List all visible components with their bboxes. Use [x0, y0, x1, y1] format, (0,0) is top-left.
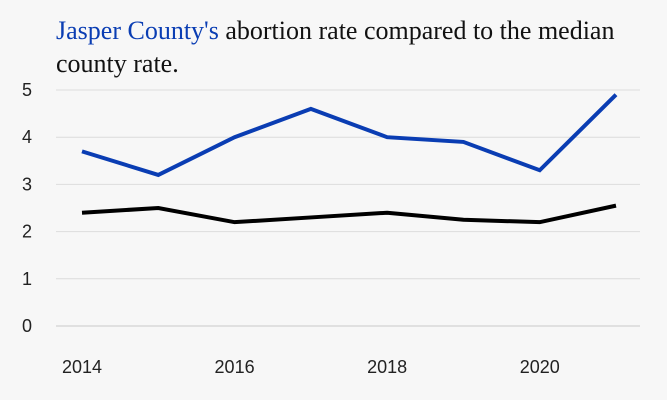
x-tick-label: 2014 [62, 357, 102, 377]
x-tick-label: 2018 [367, 357, 407, 377]
title-text: abortion rate compared to the median cou… [56, 16, 615, 78]
y-tick-label: 5 [22, 80, 32, 100]
y-tick-label: 0 [22, 316, 32, 336]
x-tick-label: 2020 [520, 357, 560, 377]
y-tick-label: 4 [22, 127, 32, 147]
series-line-2 [81, 203, 617, 225]
gridlines [56, 89, 640, 327]
y-axis-ticks: 0 1 2 3 4 5 [22, 80, 32, 336]
title-county-name: Jasper County's [56, 16, 219, 45]
x-tick-label: 2016 [215, 357, 255, 377]
series-line-1 [81, 93, 618, 178]
series-lines [81, 93, 618, 225]
x-axis-ticks: 2014 2016 2018 2020 [62, 357, 560, 377]
y-tick-label: 1 [22, 269, 32, 289]
y-tick-label: 3 [22, 174, 32, 194]
y-tick-label: 2 [22, 222, 32, 242]
chart-title: Jasper County's abortion rate compared t… [56, 14, 646, 80]
